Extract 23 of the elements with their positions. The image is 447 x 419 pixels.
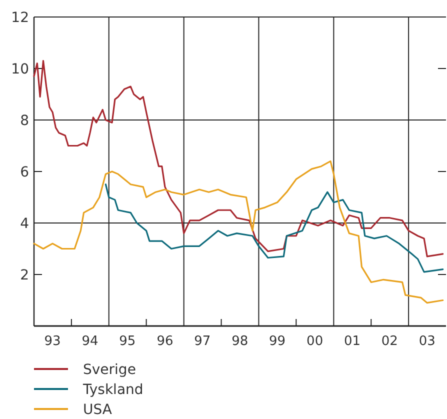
- line-series: [33, 160, 444, 304]
- y-tick-label: 8: [20, 112, 29, 129]
- legend-label: Tyskland: [82, 382, 144, 398]
- line-series: [104, 184, 444, 273]
- x-tick-label: 03: [418, 334, 436, 349]
- x-tick-label: 94: [82, 334, 98, 349]
- x-tick-label: 01: [344, 334, 361, 349]
- y-tick-label: 2: [20, 267, 29, 284]
- x-tick-label: 02: [381, 334, 398, 349]
- x-tick-label: 93: [44, 334, 61, 349]
- x-tick-label: 00: [306, 334, 324, 349]
- y-tick-label: 12: [11, 10, 29, 26]
- x-tick-label: 97: [194, 334, 211, 349]
- x-tick-label: 96: [156, 334, 174, 349]
- y-tick-label: 6: [20, 164, 30, 180]
- line-series: [33, 60, 444, 258]
- y-tick-label: 10: [11, 61, 29, 78]
- x-tick-label: 98: [232, 334, 248, 349]
- x-tick-label: 95: [119, 334, 136, 349]
- legend-label: USA: [83, 402, 112, 418]
- y-tick-label: 4: [20, 216, 30, 232]
- legend-label: Sverige: [83, 362, 136, 378]
- x-tick-label: 99: [269, 334, 286, 349]
